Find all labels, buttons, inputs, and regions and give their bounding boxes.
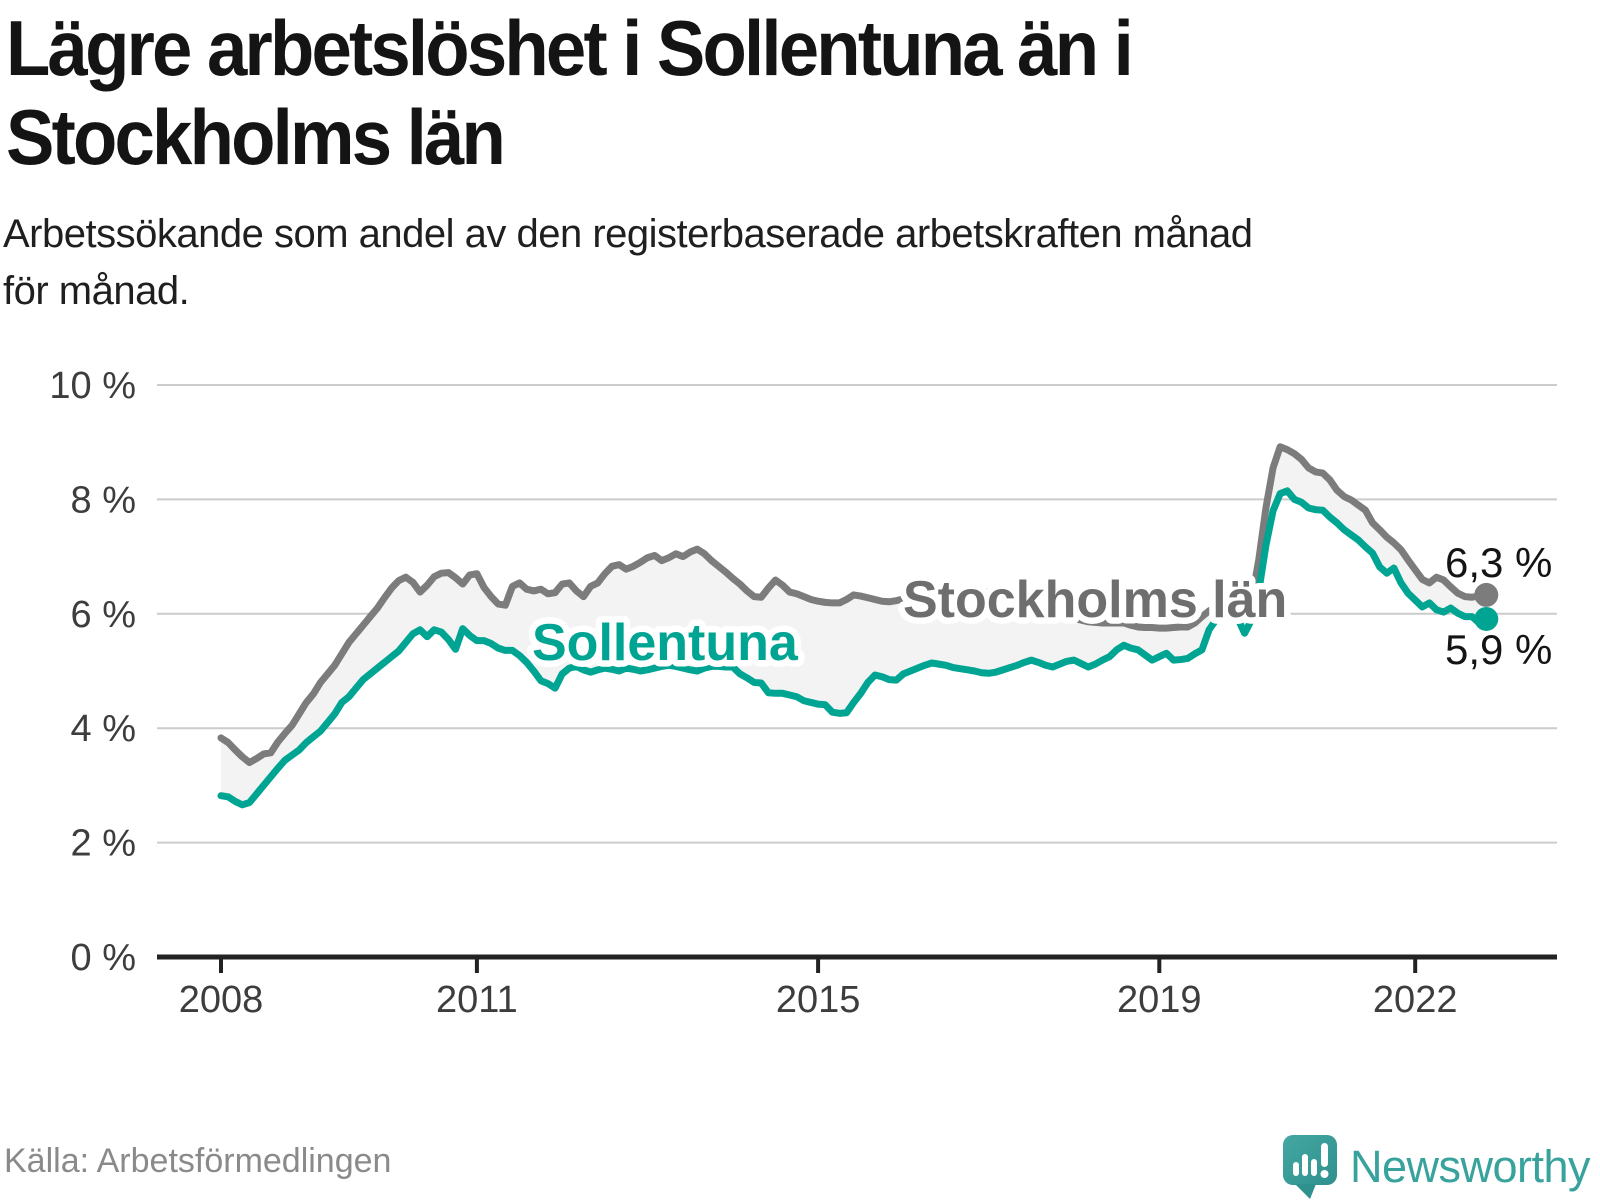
source-attribution: Källa: Arbetsförmedlingen (4, 1142, 392, 1180)
x-axis-label: 2022 (1373, 979, 1458, 1018)
x-axis-label: 2008 (179, 979, 264, 1018)
y-axis-label: 0 % (71, 937, 136, 979)
end-dot-stockholms-l-n (1474, 582, 1499, 607)
end-value-label-stockholms-l-n: 6,3 % (1445, 539, 1552, 586)
x-axis-label: 2011 (436, 979, 518, 1018)
unemployment-line-chart: 2008 2011 2015 2019 2022 0 % 2 % 4 % 6 % 8 % 10 % S… (49, 365, 1557, 1021)
chart-title-line-2: Stockholms län (6, 93, 506, 181)
newsworthy-logo: Newsworthy (1282, 1134, 1591, 1200)
chart-subtitle: Arbetssökande som andel av den registerb… (3, 206, 1253, 320)
chart-title: Lägre arbetslöshet i Sollentuna än i Sto… (6, 4, 1134, 182)
end-value-label-sollentuna: 5,9 % (1445, 626, 1552, 673)
band-between-series (221, 446, 1487, 805)
x-axis-label: 2019 (1117, 979, 1202, 1018)
chart-area: 2008 2011 2015 2019 2022 0 % 2 % 4 % 6 % 8 % 10 % S… (0, 338, 1600, 1021)
chart-subtitle-line-2: för månad. (3, 269, 190, 313)
x-axis-label: 2015 (776, 979, 861, 1018)
y-axis-label: 4 % (71, 708, 136, 750)
newsworthy-logo-text: Newsworthy (1350, 1141, 1591, 1192)
series-line-stockholms-l-n (217, 443, 1490, 767)
series-label-stockholms-l-n: Stockholms län (903, 571, 1287, 629)
newsworthy-bubble-chart-icon (1283, 1135, 1337, 1199)
y-axis-label: 8 % (71, 479, 136, 521)
y-axis-label: 10 % (49, 365, 136, 407)
y-axis-label: 2 % (71, 823, 136, 865)
y-axis-label: 6 % (71, 594, 136, 636)
series-label-sollentuna: Sollentuna (532, 614, 799, 672)
end-dot-sollentuna (1474, 606, 1499, 631)
series-line-sollentuna (217, 487, 1490, 809)
chart-title-line-1: Lägre arbetslöshet i Sollentuna än i (6, 4, 1134, 92)
chart-subtitle-line-1: Arbetssökande som andel av den registerb… (3, 212, 1253, 256)
